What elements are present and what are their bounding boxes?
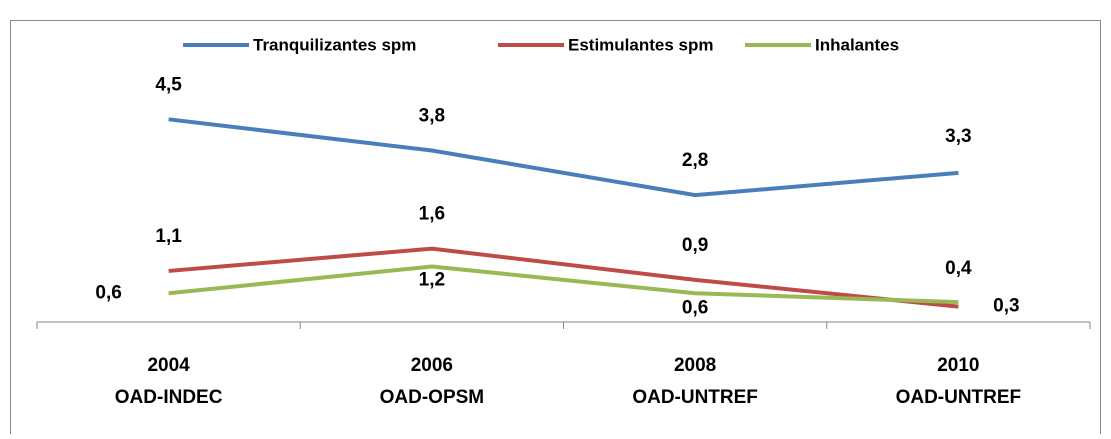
data-label: 1,2 xyxy=(419,269,445,290)
data-label: 0,6 xyxy=(95,282,121,303)
x-tick-label: OAD-UNTREF xyxy=(896,387,1022,408)
series-line xyxy=(168,246,959,309)
legend-label: Tranquilizantes spm xyxy=(253,35,416,54)
x-tick-label: 2004 xyxy=(147,355,190,376)
x-tick-label: OAD-UNTREF xyxy=(632,387,758,408)
data-label: 3,3 xyxy=(945,126,971,147)
x-tick-label: 2010 xyxy=(937,355,979,376)
data-label: 0,3 xyxy=(993,296,1019,317)
x-tick-label: 2006 xyxy=(411,355,453,376)
data-label: 1,1 xyxy=(155,226,182,247)
x-tick-label: 2008 xyxy=(674,355,716,376)
data-label: 0,6 xyxy=(682,297,708,318)
data-label: 2,8 xyxy=(682,150,708,171)
x-tick-label: OAD-OPSM xyxy=(380,387,485,408)
series-line xyxy=(168,117,959,198)
data-label: 0,9 xyxy=(682,235,708,256)
data-label: 3,8 xyxy=(419,106,445,127)
data-label: 4,5 xyxy=(155,74,182,95)
chart-frame xyxy=(10,20,1101,439)
series-line xyxy=(168,264,959,305)
legend-label: Estimulantes spm xyxy=(568,35,714,54)
data-label: 1,6 xyxy=(419,204,445,225)
x-tick-label: OAD-INDEC xyxy=(115,387,223,408)
legend-label: Inhalantes xyxy=(815,35,899,54)
data-label: 0,4 xyxy=(945,258,972,279)
